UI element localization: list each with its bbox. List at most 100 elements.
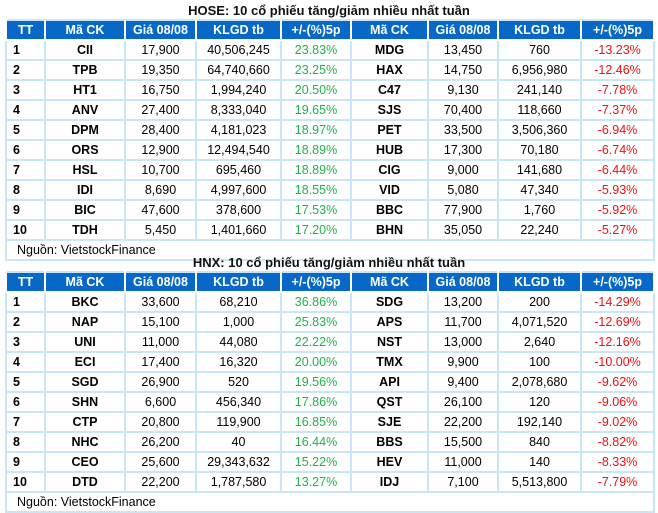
gainer-avg-volume: 40 <box>195 431 282 453</box>
gainer-price: 22,200 <box>124 471 197 493</box>
gainer-stock-code: BIC <box>44 199 126 221</box>
loser-change-pct: -5.93% <box>580 179 655 201</box>
loser-avg-volume: 4,071,520 <box>497 311 582 333</box>
gainer-avg-volume: 456,340 <box>195 391 282 413</box>
gainer-change-pct: 19.56% <box>280 371 352 393</box>
gainer-price: 25,600 <box>124 451 197 473</box>
loser-stock-code: C47 <box>350 79 429 101</box>
loser-price: 15,500 <box>427 431 499 453</box>
gainer-stock-code: IDI <box>44 179 126 201</box>
loser-avg-volume: 2,078,680 <box>497 371 582 393</box>
loser-price: 5,080 <box>427 179 499 201</box>
gainer-rank: 2 <box>5 59 46 81</box>
gainer-avg-volume: 695,460 <box>195 159 282 181</box>
loser-price: 17,300 <box>427 139 499 161</box>
gainer-avg-volume: 1,994,240 <box>195 79 282 101</box>
source-row: Nguồn: VietstockFinance <box>5 491 655 513</box>
gainer-stock-code: SGD <box>44 371 126 393</box>
gainer-avg-volume: 16,320 <box>195 351 282 373</box>
gainer-price: 16,750 <box>124 79 197 101</box>
table-row: 7 HSL 10,700 695,460 18.89% CIG 9,000 141,680 -6… <box>5 159 655 181</box>
loser-avg-volume: 22,240 <box>497 219 582 241</box>
gainer-avg-volume: 4,997,600 <box>195 179 282 201</box>
loser-price: 33,500 <box>427 119 499 141</box>
loser-avg-volume: 6,956,980 <box>497 59 582 81</box>
gainer-price: 26,200 <box>124 431 197 453</box>
gainer-avg-volume: 64,740,660 <box>195 59 282 81</box>
gainer-stock-code: NAP <box>44 311 126 333</box>
loser-avg-volume: 200 <box>497 291 582 313</box>
loser-change-pct: -7.78% <box>580 79 655 101</box>
loser-stock-code: API <box>350 371 429 393</box>
gainer-stock-code: DPM <box>44 119 126 141</box>
loser-change-pct: -5.27% <box>580 219 655 241</box>
gainer-change-pct: 19.65% <box>280 99 352 121</box>
gainer-price: 10,700 <box>124 159 197 181</box>
loser-avg-volume: 241,140 <box>497 79 582 101</box>
gainer-price: 17,900 <box>124 39 197 61</box>
loser-price: 13,000 <box>427 331 499 353</box>
gainer-stock-code: BKC <box>44 291 126 313</box>
loser-price: 9,900 <box>427 351 499 373</box>
loser-stock-code: SJE <box>350 411 429 433</box>
loser-price: 13,450 <box>427 39 499 61</box>
loser-price: 9,000 <box>427 159 499 181</box>
column-header: TT <box>5 20 46 41</box>
gainer-change-pct: 15.22% <box>280 451 352 473</box>
gainer-price: 17,400 <box>124 351 197 373</box>
table-row: 3 HT1 16,750 1,994,240 20.50% C47 9,130 241,140… <box>5 79 655 101</box>
gainer-stock-code: DTD <box>44 471 126 493</box>
loser-stock-code: MDG <box>350 39 429 61</box>
loser-price: 9,400 <box>427 371 499 393</box>
table-row: 8 NHC 26,200 40 16.44% BBS 15,500 840 -8.82% <box>5 431 655 453</box>
gainer-rank: 6 <box>5 391 46 413</box>
loser-change-pct: -8.82% <box>580 431 655 453</box>
loser-price: 26,100 <box>427 391 499 413</box>
gainer-change-pct: 18.89% <box>280 159 352 181</box>
gainer-rank: 7 <box>5 411 46 433</box>
gainer-avg-volume: 8,333,040 <box>195 99 282 121</box>
table-row: 10 DTD 22,200 1,787,580 13.27% IDJ 7,100 5,513,… <box>5 471 655 493</box>
gainer-price: 33,600 <box>124 291 197 313</box>
loser-stock-code: BBS <box>350 431 429 453</box>
loser-avg-volume: 140 <box>497 451 582 473</box>
gainer-avg-volume: 520 <box>195 371 282 393</box>
loser-change-pct: -7.79% <box>580 471 655 493</box>
loser-stock-code: PET <box>350 119 429 141</box>
column-header: +/-(%)5p <box>280 20 352 41</box>
table-row: 2 TPB 19,350 64,740,660 23.25% HAX 14,750 6,956… <box>5 59 655 81</box>
loser-avg-volume: 70,180 <box>497 139 582 161</box>
gainer-change-pct: 18.55% <box>280 179 352 201</box>
gainer-price: 6,600 <box>124 391 197 413</box>
table-row: 5 DPM 28,400 4,181,023 18.97% PET 33,500 3,506,… <box>5 119 655 141</box>
hose-table: TT Mã CK Giá 08/08 KLGD tb +/-(%)5p Mã CK Giá … <box>5 19 655 261</box>
gainer-price: 5,450 <box>124 219 197 241</box>
loser-stock-code: TMX <box>350 351 429 373</box>
gainer-rank: 1 <box>5 39 46 61</box>
gainer-change-pct: 13.27% <box>280 471 352 493</box>
gainer-avg-volume: 1,000 <box>195 311 282 333</box>
gainer-price: 47,600 <box>124 199 197 221</box>
gainer-rank: 8 <box>5 179 46 201</box>
gainer-change-pct: 20.50% <box>280 79 352 101</box>
table-row: 7 CTP 20,800 119,900 16.85% SJE 22,200 192,140-… <box>5 411 655 433</box>
loser-stock-code: BHN <box>350 219 429 241</box>
gainer-price: 28,400 <box>124 119 197 141</box>
gainer-rank: 4 <box>5 99 46 121</box>
gainer-rank: 2 <box>5 311 46 333</box>
gainer-rank: 8 <box>5 431 46 453</box>
loser-change-pct: -13.23% <box>580 39 655 61</box>
loser-avg-volume: 100 <box>497 351 582 373</box>
gainer-avg-volume: 44,080 <box>195 331 282 353</box>
gainer-rank: 7 <box>5 159 46 181</box>
gainer-avg-volume: 1,401,660 <box>195 219 282 241</box>
loser-change-pct: -9.62% <box>580 371 655 393</box>
loser-stock-code: HAX <box>350 59 429 81</box>
column-header: Mã CK <box>350 272 429 293</box>
gainer-stock-code: CTP <box>44 411 126 433</box>
gainer-stock-code: TPB <box>44 59 126 81</box>
loser-change-pct: -6.94% <box>580 119 655 141</box>
gainer-stock-code: HT1 <box>44 79 126 101</box>
loser-price: 35,050 <box>427 219 499 241</box>
gainer-change-pct: 17.20% <box>280 219 352 241</box>
